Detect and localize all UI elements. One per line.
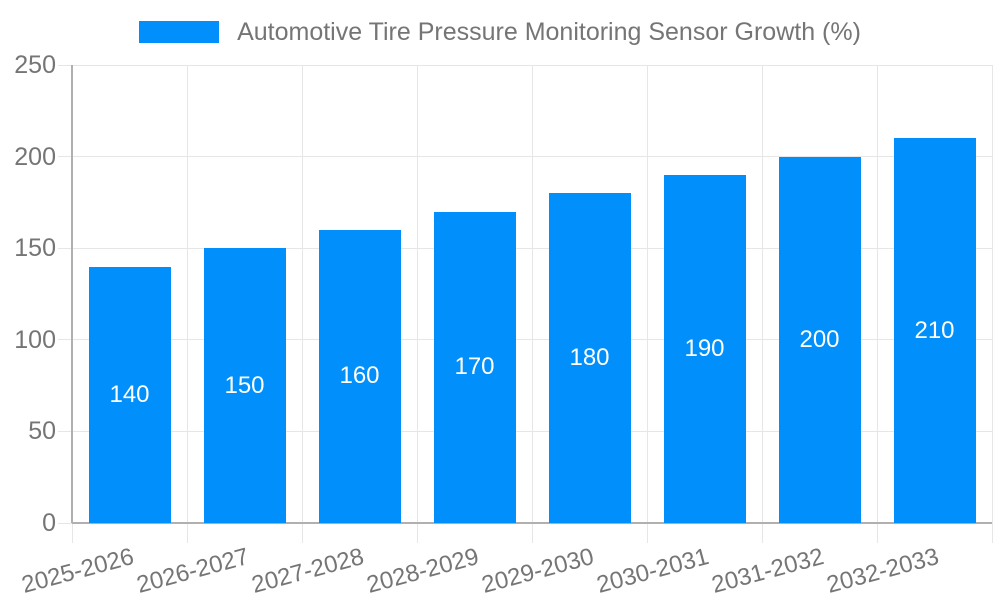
y-axis-tick bbox=[58, 339, 72, 341]
grid-line-vertical bbox=[991, 65, 993, 523]
grid-line-vertical bbox=[531, 65, 533, 523]
bar[interactable]: 170 bbox=[433, 211, 516, 523]
y-axis-tick-label: 50 bbox=[28, 417, 56, 446]
bar-value-label: 150 bbox=[224, 371, 265, 399]
x-axis-tick bbox=[416, 523, 418, 543]
y-axis-line bbox=[71, 65, 73, 523]
x-axis-line bbox=[72, 522, 992, 524]
bar[interactable]: 160 bbox=[318, 229, 401, 523]
y-axis-tick-label: 250 bbox=[14, 51, 56, 79]
x-axis-tick bbox=[186, 523, 188, 543]
legend-label: Automotive Tire Pressure Monitoring Sens… bbox=[237, 17, 861, 46]
bar[interactable]: 180 bbox=[548, 193, 631, 523]
y-axis-tick-label: 200 bbox=[14, 142, 56, 171]
x-axis-tick bbox=[761, 523, 763, 543]
grid-line-vertical bbox=[646, 65, 648, 523]
y-axis-tick-label: 0 bbox=[42, 509, 56, 537]
grid-line-vertical bbox=[301, 65, 303, 523]
grid-line-vertical bbox=[186, 65, 188, 523]
bar-value-label: 170 bbox=[454, 353, 495, 381]
bar-value-label: 190 bbox=[684, 334, 725, 362]
bar[interactable]: 190 bbox=[663, 174, 746, 523]
x-axis-tick bbox=[991, 523, 993, 543]
bar[interactable]: 140 bbox=[88, 266, 171, 523]
grid-line-vertical bbox=[876, 65, 878, 523]
x-axis-tick bbox=[646, 523, 648, 543]
grid-line-vertical bbox=[416, 65, 418, 523]
y-axis-tick bbox=[58, 156, 72, 158]
bar-value-label: 210 bbox=[914, 316, 955, 344]
x-axis-tick bbox=[531, 523, 533, 543]
bar-value-label: 140 bbox=[109, 380, 150, 408]
y-axis-tick bbox=[58, 64, 72, 66]
x-axis-tick bbox=[876, 523, 878, 543]
y-axis-tick bbox=[58, 430, 72, 432]
bar[interactable]: 210 bbox=[893, 138, 976, 523]
bar-value-label: 180 bbox=[569, 344, 610, 372]
y-axis-tick bbox=[58, 522, 72, 524]
x-axis-tick bbox=[71, 523, 73, 543]
y-axis-tick bbox=[58, 247, 72, 249]
bar[interactable]: 200 bbox=[778, 156, 861, 523]
bar-value-label: 200 bbox=[799, 325, 840, 353]
legend-marker bbox=[139, 21, 220, 43]
grid-line-vertical bbox=[761, 65, 763, 523]
bar-value-label: 160 bbox=[339, 362, 380, 390]
x-axis-tick bbox=[301, 523, 303, 543]
y-axis-tick-label: 100 bbox=[14, 325, 56, 354]
legend[interactable]: Automotive Tire Pressure Monitoring Sens… bbox=[0, 10, 1000, 54]
bar[interactable]: 150 bbox=[203, 248, 286, 523]
y-axis-tick-label: 150 bbox=[14, 234, 56, 263]
